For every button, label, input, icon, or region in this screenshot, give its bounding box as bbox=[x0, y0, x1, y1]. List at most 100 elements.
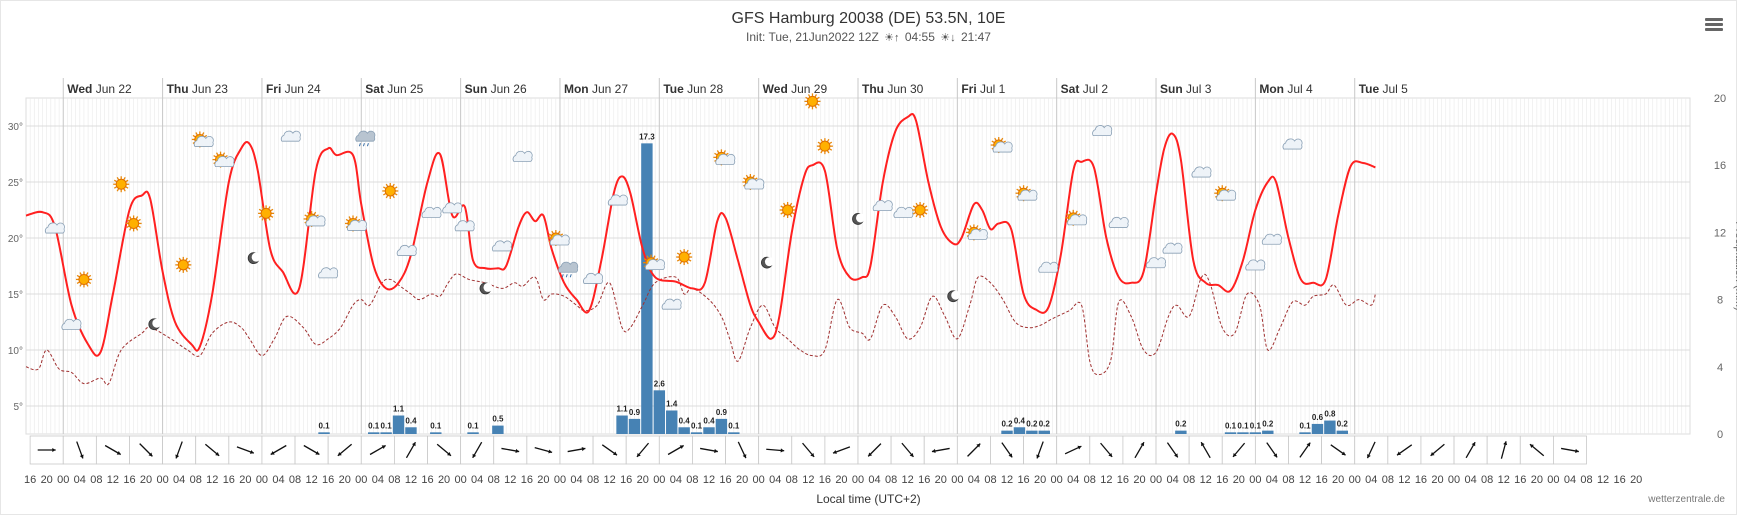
wind-cell bbox=[559, 435, 594, 465]
precip-label: 0.9 bbox=[716, 408, 728, 417]
sun-cloud-icon bbox=[345, 215, 367, 232]
cloud-shape bbox=[1261, 233, 1282, 245]
sun-cloud-icon bbox=[1214, 185, 1237, 202]
x-tick-label: 00 bbox=[1051, 474, 1063, 486]
cloud-icon bbox=[318, 267, 339, 279]
wind-arrow-head bbox=[148, 452, 153, 457]
x-tick-label: 20 bbox=[1431, 474, 1443, 486]
sun-ray bbox=[178, 257, 182, 261]
x-tick-label: 16 bbox=[24, 474, 36, 486]
precip-bar bbox=[1175, 430, 1187, 434]
y-left-tick: 10° bbox=[8, 346, 23, 357]
y-left-tick: 15° bbox=[8, 290, 23, 301]
sun-disc bbox=[115, 178, 127, 190]
x-tick-label: 04 bbox=[670, 474, 682, 486]
cloud-shape bbox=[872, 200, 893, 212]
precip-bar bbox=[1237, 432, 1249, 434]
wind-arrow-head bbox=[447, 452, 451, 456]
x-tick-label: 12 bbox=[305, 474, 317, 486]
chart-subtitle: Init: Tue, 21Jun2022 12Z ☀↑ 04:55 ☀↓ 21:… bbox=[0, 30, 1737, 44]
precip-bar bbox=[1001, 430, 1013, 434]
precip-bar bbox=[1336, 430, 1349, 434]
wind-arrow-head bbox=[1397, 451, 1402, 456]
x-tick-label: 00 bbox=[1349, 474, 1361, 486]
temperature-line bbox=[25, 112, 1376, 357]
x-tick-label: 08 bbox=[1282, 474, 1294, 486]
credit-link[interactable]: wetterzentrale.de bbox=[1648, 494, 1725, 505]
x-tick-label: 00 bbox=[1249, 474, 1261, 486]
sun-ray bbox=[1065, 213, 1070, 216]
moon-icon bbox=[148, 318, 162, 331]
precip-bar bbox=[1324, 420, 1336, 434]
sunset-time: 21:47 bbox=[960, 30, 991, 44]
wind-cell bbox=[1519, 435, 1554, 465]
wind-box bbox=[1453, 435, 1488, 465]
cloud-icon bbox=[396, 244, 417, 256]
wind-cell bbox=[1089, 435, 1124, 465]
hamburger-menu-icon[interactable] bbox=[1705, 18, 1723, 32]
x-tick-label: 16 bbox=[620, 474, 632, 486]
sun-disc bbox=[260, 207, 272, 219]
x-tick-label: 12 bbox=[206, 474, 218, 486]
sun-cloud-icon bbox=[547, 230, 570, 246]
cloud-icon bbox=[421, 206, 442, 218]
cloud-shape bbox=[318, 267, 339, 279]
x-tick-label: 04 bbox=[1365, 474, 1377, 486]
precip-bar bbox=[1311, 423, 1324, 434]
wind-box bbox=[692, 435, 726, 465]
moon-icon bbox=[247, 252, 261, 265]
wind-arrow-head bbox=[1341, 451, 1346, 456]
x-tick-label: 08 bbox=[786, 474, 798, 486]
wind-arrow-head bbox=[714, 448, 718, 453]
wind-box bbox=[1056, 435, 1091, 465]
precip-bar bbox=[1299, 432, 1311, 434]
wind-cell bbox=[493, 435, 528, 465]
sun-icon bbox=[816, 138, 833, 155]
x-tick-label: 20 bbox=[41, 474, 53, 486]
cloud-icon bbox=[1092, 125, 1113, 137]
wind-cell bbox=[1056, 435, 1091, 465]
x-tick-label: 12 bbox=[1498, 474, 1510, 486]
x-tick-label: 04 bbox=[1166, 474, 1178, 486]
precip-bar bbox=[728, 432, 740, 434]
precip-bar bbox=[653, 390, 666, 434]
x-tick-label: 16 bbox=[1315, 474, 1327, 486]
wind-cell bbox=[1420, 435, 1455, 465]
moon-icon bbox=[479, 282, 493, 295]
cloud-shape bbox=[715, 153, 736, 165]
day-label: Thu Jun 23 bbox=[167, 82, 229, 96]
wind-arrow-head bbox=[742, 454, 747, 459]
rain-drop bbox=[561, 274, 564, 278]
moon-crescent-cut bbox=[152, 318, 162, 328]
x-tick-label: 08 bbox=[984, 474, 996, 486]
wind-arrow-head bbox=[1367, 454, 1371, 459]
x-tick-label: 20 bbox=[537, 474, 549, 486]
precip-bar bbox=[628, 418, 641, 434]
wind-arrow-head bbox=[1471, 442, 1476, 447]
precip-bar bbox=[1262, 430, 1274, 434]
x-tick-label: 08 bbox=[190, 474, 202, 486]
cloud-icon bbox=[280, 130, 301, 142]
wind-cell bbox=[526, 435, 561, 465]
sun-ray bbox=[679, 261, 683, 265]
x-tick-label: 16 bbox=[223, 474, 235, 486]
sun-ray bbox=[1215, 188, 1219, 192]
x-tick-label: 16 bbox=[1017, 474, 1029, 486]
x-tick-label: 08 bbox=[885, 474, 897, 486]
y-left-tick: 30° bbox=[8, 122, 23, 133]
wind-arrow-head bbox=[515, 448, 520, 453]
x-tick-label: 12 bbox=[504, 474, 516, 486]
precip-label: 1.1 bbox=[616, 405, 628, 414]
sun-cloud-icon bbox=[742, 174, 765, 190]
sun-ray bbox=[304, 214, 308, 218]
x-tick-label: 12 bbox=[1299, 474, 1311, 486]
y-left-tick: 25° bbox=[8, 178, 23, 189]
precip-bar bbox=[467, 432, 479, 434]
wind-cell bbox=[427, 435, 462, 465]
x-tick-label: 20 bbox=[1233, 474, 1245, 486]
y-left-tick: 20° bbox=[8, 234, 23, 245]
x-tick-label: 12 bbox=[802, 474, 814, 486]
wind-cell bbox=[990, 435, 1024, 465]
precip-label: 0.1 bbox=[381, 421, 393, 430]
